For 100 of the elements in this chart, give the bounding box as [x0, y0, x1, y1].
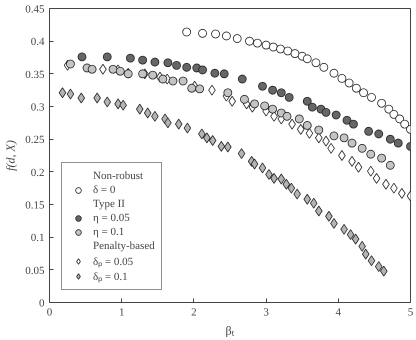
point — [258, 162, 266, 174]
annotation: Type II — [93, 197, 125, 211]
x-tick-label: 3 — [263, 306, 270, 318]
point — [126, 54, 135, 63]
y-tick-label: 0.05 — [25, 264, 45, 277]
point — [330, 132, 338, 140]
point — [238, 148, 246, 159]
legend-label: δₚ = 0.1 — [93, 270, 128, 283]
y-tick-label: 0.45 — [25, 4, 45, 16]
y-tick-label: 0.4 — [30, 36, 45, 48]
y-axis-title: f(d, X) — [3, 140, 18, 171]
point — [168, 76, 178, 86]
point — [283, 46, 292, 56]
point — [158, 74, 168, 84]
point — [352, 84, 361, 93]
point — [340, 133, 348, 142]
point — [389, 110, 398, 119]
point — [293, 188, 301, 200]
point — [395, 114, 404, 124]
point — [238, 74, 247, 84]
point — [386, 134, 395, 144]
point — [346, 229, 354, 240]
x-tick-label: 4 — [336, 306, 342, 318]
point — [276, 44, 285, 54]
y-tick-label: 0.1 — [30, 232, 44, 244]
point — [364, 126, 374, 136]
point — [386, 160, 395, 170]
point — [250, 158, 258, 170]
point — [366, 150, 376, 159]
point — [349, 120, 358, 129]
point — [348, 138, 356, 148]
x-tick-label: 5 — [408, 306, 414, 318]
point — [332, 110, 341, 120]
point — [78, 52, 86, 62]
point — [211, 30, 220, 38]
point — [102, 52, 112, 62]
point — [138, 56, 148, 65]
point — [88, 64, 96, 74]
point — [210, 68, 220, 78]
point — [302, 54, 312, 64]
y-tick-label: 0.2 — [30, 166, 44, 179]
point — [164, 58, 172, 68]
point — [66, 88, 74, 100]
point — [144, 108, 152, 118]
point — [208, 135, 216, 146]
x-tick-label: 0 — [46, 306, 53, 318]
point — [268, 86, 277, 95]
point — [178, 76, 188, 86]
point — [302, 121, 312, 130]
annotation: Penalty-based — [93, 239, 155, 253]
point — [245, 36, 254, 46]
point — [338, 150, 346, 161]
y-tick-label: 0.25 — [25, 134, 45, 146]
x-tick-label: 2 — [191, 306, 197, 318]
point — [220, 69, 229, 78]
point — [66, 60, 75, 68]
point — [195, 84, 204, 94]
point — [138, 69, 148, 78]
point — [282, 112, 292, 121]
point — [315, 206, 323, 216]
point — [367, 92, 376, 102]
y-tick-label: 0.35 — [25, 68, 45, 81]
point — [294, 114, 304, 124]
point — [268, 104, 277, 114]
point — [268, 42, 278, 52]
point — [330, 68, 338, 78]
point — [377, 154, 386, 163]
legend-label: δ = 0 — [93, 183, 116, 197]
point — [108, 64, 118, 74]
legend-label: δₚ = 0.05 — [93, 255, 134, 268]
point — [312, 58, 320, 68]
point — [284, 92, 294, 102]
point — [308, 102, 317, 112]
point — [223, 88, 232, 98]
point — [358, 144, 367, 153]
point — [302, 96, 312, 106]
point — [359, 88, 368, 98]
x-tick-label: 1 — [118, 306, 124, 318]
point — [377, 98, 386, 108]
point — [384, 104, 394, 114]
point — [265, 169, 273, 180]
point — [232, 34, 242, 43]
point — [400, 120, 410, 129]
point — [322, 108, 330, 117]
point — [276, 88, 286, 98]
point — [172, 60, 181, 70]
point — [314, 126, 324, 134]
point — [116, 66, 125, 76]
point — [338, 74, 346, 83]
point — [198, 128, 206, 140]
point — [330, 218, 338, 229]
y-tick-label: 0.15 — [25, 200, 45, 212]
point — [374, 130, 384, 138]
x-axis-title: βₜ — [225, 324, 235, 338]
point — [222, 32, 231, 40]
annotation: Non-robust — [93, 169, 144, 183]
point — [182, 28, 192, 36]
point — [250, 99, 259, 108]
point — [198, 66, 207, 74]
point — [93, 92, 101, 104]
